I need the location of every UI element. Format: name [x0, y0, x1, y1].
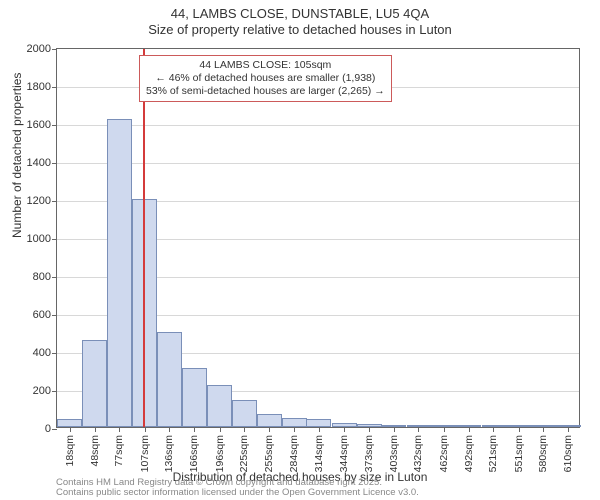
page-subtitle: Size of property relative to detached ho…	[0, 22, 600, 37]
xtick-label: 521sqm	[487, 435, 499, 472]
histogram-bar	[182, 368, 207, 427]
xtick-mark	[493, 427, 494, 432]
ytick-label: 400	[33, 347, 51, 359]
xtick-label: 77sqm	[113, 435, 125, 467]
xtick-mark	[269, 427, 270, 432]
histogram-bar	[257, 414, 282, 427]
xtick-label: 403sqm	[388, 435, 400, 472]
ytick-label: 600	[33, 309, 51, 321]
xtick-mark	[444, 427, 445, 432]
ytick-label: 1600	[27, 119, 51, 131]
xtick-mark	[119, 427, 120, 432]
xtick-mark	[394, 427, 395, 432]
ytick-label: 800	[33, 271, 51, 283]
xtick-label: 314sqm	[313, 435, 325, 472]
xtick-label: 462sqm	[438, 435, 450, 472]
footer-line: Contains public sector information licen…	[56, 488, 419, 498]
xtick-label: 166sqm	[188, 435, 200, 472]
ytick-mark	[52, 125, 57, 126]
xtick-label: 18sqm	[64, 435, 76, 467]
ytick-label: 2000	[27, 43, 51, 55]
xtick-label: 580sqm	[537, 435, 549, 472]
ytick-label: 0	[45, 423, 51, 435]
xtick-label: 492sqm	[463, 435, 475, 472]
ytick-mark	[52, 201, 57, 202]
xtick-label: 344sqm	[338, 435, 350, 472]
xtick-label: 284sqm	[288, 435, 300, 472]
xtick-mark	[319, 427, 320, 432]
ytick-label: 1200	[27, 195, 51, 207]
chart: 020040060080010001200140016001800200018s…	[56, 48, 580, 428]
y-axis-label: Number of detached properties	[10, 73, 24, 238]
xtick-mark	[469, 427, 470, 432]
annotation-line: ← 46% of detached houses are smaller (1,…	[146, 72, 385, 85]
xtick-mark	[543, 427, 544, 432]
ytick-mark	[52, 87, 57, 88]
xtick-mark	[244, 427, 245, 432]
xtick-mark	[70, 427, 71, 432]
xtick-mark	[194, 427, 195, 432]
marker-line	[143, 49, 145, 427]
ytick-label: 1000	[27, 233, 51, 245]
histogram-bar	[82, 340, 107, 427]
xtick-mark	[95, 427, 96, 432]
plot-area: 020040060080010001200140016001800200018s…	[56, 48, 580, 428]
histogram-bar	[306, 419, 331, 427]
xtick-label: 432sqm	[412, 435, 424, 472]
xtick-mark	[568, 427, 569, 432]
ytick-mark	[52, 429, 57, 430]
histogram-bar	[232, 400, 257, 427]
xtick-mark	[220, 427, 221, 432]
xtick-label: 373sqm	[363, 435, 375, 472]
xtick-label: 225sqm	[238, 435, 250, 472]
ytick-mark	[52, 239, 57, 240]
gridline	[57, 125, 579, 126]
ytick-mark	[52, 49, 57, 50]
xtick-mark	[344, 427, 345, 432]
xtick-label: 551sqm	[513, 435, 525, 472]
annotation-line: 44 LAMBS CLOSE: 105sqm	[146, 59, 385, 72]
xtick-mark	[169, 427, 170, 432]
ytick-mark	[52, 163, 57, 164]
xtick-mark	[418, 427, 419, 432]
xtick-mark	[145, 427, 146, 432]
annotation-line: 53% of semi-detached houses are larger (…	[146, 85, 385, 98]
histogram-bar	[107, 119, 132, 427]
xtick-mark	[519, 427, 520, 432]
xtick-label: 255sqm	[263, 435, 275, 472]
ytick-mark	[52, 353, 57, 354]
ytick-mark	[52, 277, 57, 278]
xtick-label: 196sqm	[214, 435, 226, 472]
xtick-mark	[369, 427, 370, 432]
gridline	[57, 163, 579, 164]
footer: Contains HM Land Registry data © Crown c…	[56, 478, 419, 499]
xtick-label: 48sqm	[89, 435, 101, 467]
ytick-label: 1400	[27, 157, 51, 169]
xtick-label: 136sqm	[163, 435, 175, 472]
histogram-bar	[282, 418, 307, 428]
annotation-box: 44 LAMBS CLOSE: 105sqm ← 46% of detached…	[139, 55, 392, 102]
histogram-bar	[57, 419, 82, 427]
histogram-bar	[207, 385, 232, 427]
ytick-label: 1800	[27, 81, 51, 93]
page-title: 44, LAMBS CLOSE, DUNSTABLE, LU5 4QA	[0, 6, 600, 21]
xtick-label: 610sqm	[562, 435, 574, 472]
histogram-bar	[157, 332, 182, 427]
ytick-label: 200	[33, 385, 51, 397]
xtick-mark	[294, 427, 295, 432]
ytick-mark	[52, 315, 57, 316]
ytick-mark	[52, 391, 57, 392]
xtick-label: 107sqm	[139, 435, 151, 472]
